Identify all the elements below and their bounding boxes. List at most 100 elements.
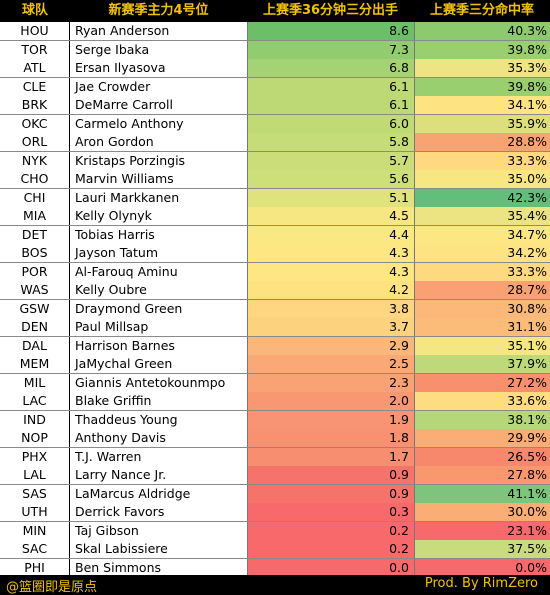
three-pct-cell: 35.1% [414,336,550,355]
three-pct-cell: 30.8% [414,299,550,318]
team-cell: OKC [0,114,70,133]
footer: @篮圈即是原点 Prod. By RimZero [0,575,550,595]
player-cell: Aron Gordon [70,133,247,151]
three-pa-cell: 5.8 [247,133,414,151]
three-pct-cell: 39.8% [414,77,550,96]
three-pct-cell: 38.1% [414,410,550,429]
three-pct-cell: 33.6% [414,392,550,410]
table-row: LAC Blake Griffin 2.0 33.6% [0,392,550,410]
team-cell: MIL [0,373,70,392]
three-pa-cell: 7.3 [247,40,414,59]
table-row: BRK DeMarre Carroll 6.1 34.1% [0,96,550,114]
three-pct-cell: 0.0% [414,558,550,577]
header-3pa-per36: 上赛季36分钟三分出手 [247,0,414,22]
player-cell: LaMarcus Aldridge [70,484,247,503]
credit-producer: Prod. By RimZero [424,576,538,591]
table-row: MIL Giannis Antetokounmpo 2.3 27.2% [0,373,550,392]
three-pa-cell: 3.7 [247,318,414,336]
three-pct-cell: 42.3% [414,188,550,207]
player-cell: Thaddeus Young [70,410,247,429]
player-cell: Jayson Tatum [70,244,247,262]
three-pct-cell: 37.9% [414,355,550,373]
team-cell: IND [0,410,70,429]
table-row: CLE Jae Crowder 6.1 39.8% [0,77,550,96]
table-row: MIN Taj Gibson 0.2 23.1% [0,521,550,540]
player-cell: Anthony Davis [70,429,247,447]
team-cell: PHX [0,447,70,466]
three-pct-cell: 34.1% [414,96,550,114]
table-row: GSW Draymond Green 3.8 30.8% [0,299,550,318]
player-cell: Taj Gibson [70,521,247,540]
table-row: LAL Larry Nance Jr. 0.9 27.8% [0,466,550,484]
credit-weibo: @篮圈即是原点 [6,580,98,595]
three-pa-cell: 6.8 [247,59,414,77]
three-pa-cell: 6.0 [247,114,414,133]
header-team: 球队 [0,0,70,22]
three-pa-cell: 5.7 [247,151,414,170]
team-cell: HOU [0,22,70,40]
player-cell: Jae Crowder [70,77,247,96]
three-pa-cell: 4.2 [247,281,414,299]
three-pa-cell: 6.1 [247,96,414,114]
team-cell: PHI [0,558,70,577]
team-cell: GSW [0,299,70,318]
three-pa-cell: 4.4 [247,225,414,244]
team-cell: MEM [0,355,70,373]
three-pa-cell: 2.0 [247,392,414,410]
three-pa-cell: 0.0 [247,558,414,577]
player-cell: Kelly Oubre [70,281,247,299]
three-pa-cell: 6.1 [247,77,414,96]
three-pct-cell: 23.1% [414,521,550,540]
team-cell: SAS [0,484,70,503]
three-pct-cell: 27.2% [414,373,550,392]
three-pa-cell: 5.1 [247,188,414,207]
three-pct-cell: 28.8% [414,133,550,151]
team-cell: DEN [0,318,70,336]
three-pct-cell: 39.8% [414,40,550,59]
team-cell: WAS [0,281,70,299]
table-row: PHI Ben Simmons 0.0 0.0% [0,558,550,577]
three-pct-cell: 30.0% [414,503,550,521]
team-cell: MIA [0,207,70,225]
table-row: IND Thaddeus Young 1.9 38.1% [0,410,550,429]
three-pct-cell: 35.3% [414,59,550,77]
team-cell: ORL [0,133,70,151]
team-cell: NYK [0,151,70,170]
team-cell: UTH [0,503,70,521]
table-row: MEM JaMychal Green 2.5 37.9% [0,355,550,373]
table-row: CHI Lauri Markkanen 5.1 42.3% [0,188,550,207]
three-pa-cell: 0.3 [247,503,414,521]
player-cell: Tobias Harris [70,225,247,244]
player-cell: Al-Farouq Aminu [70,262,247,281]
three-pa-cell: 4.5 [247,207,414,225]
table-row: SAC Skal Labissiere 0.2 37.5% [0,540,550,558]
player-cell: T.J. Warren [70,447,247,466]
player-cell: JaMychal Green [70,355,247,373]
three-pct-cell: 34.7% [414,225,550,244]
three-pct-cell: 40.3% [414,22,550,40]
table-row: PHX T.J. Warren 1.7 26.5% [0,447,550,466]
table-row: MIA Kelly Olynyk 4.5 35.4% [0,207,550,225]
player-cell: Marvin Williams [70,170,247,188]
three-pct-cell: 31.1% [414,318,550,336]
table-row: POR Al-Farouq Aminu 4.3 33.3% [0,262,550,281]
three-pct-cell: 28.7% [414,281,550,299]
three-pct-cell: 33.3% [414,151,550,170]
player-cell: Paul Millsap [70,318,247,336]
team-cell: DAL [0,336,70,355]
three-pct-cell: 34.2% [414,244,550,262]
player-cell: Kristaps Porzingis [70,151,247,170]
three-pct-cell: 26.5% [414,447,550,466]
player-cell: Larry Nance Jr. [70,466,247,484]
player-cell: Kelly Olynyk [70,207,247,225]
three-pct-cell: 35.9% [414,114,550,133]
team-cell: LAC [0,392,70,410]
header-3p-pct: 上赛季三分命中率 [414,0,550,22]
player-cell: Skal Labissiere [70,540,247,558]
three-pa-cell: 3.8 [247,299,414,318]
player-cell: Ben Simmons [70,558,247,577]
table-row: OKC Carmelo Anthony 6.0 35.9% [0,114,550,133]
player-cell: DeMarre Carroll [70,96,247,114]
team-cell: TOR [0,40,70,59]
three-pct-cell: 33.3% [414,262,550,281]
